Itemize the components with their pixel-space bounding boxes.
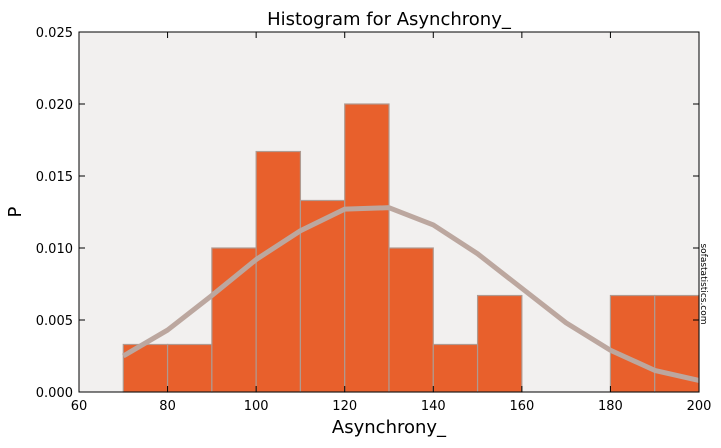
normal-curve <box>122 205 700 383</box>
x-tick-label: 180 <box>598 399 623 414</box>
x-tick-label: 120 <box>332 399 357 414</box>
y-tick-label: 0.025 <box>36 26 73 41</box>
x-tick-label: 200 <box>687 399 712 414</box>
y-tick-label: 0.015 <box>36 170 73 185</box>
plot-frame <box>78 31 700 393</box>
watermark: sofastatistics.com <box>698 243 708 324</box>
histogram-bar-80-90 <box>166 343 213 393</box>
x-tick-label: 100 <box>244 399 269 414</box>
x-tick-label: 60 <box>71 399 88 414</box>
x-tick-label: 80 <box>159 399 176 414</box>
histogram-bar-90-100 <box>211 247 257 393</box>
y-tick-label: 0.010 <box>36 242 73 257</box>
x-axis-tick-labels: 60 80 100 120 140 160 180 200 <box>71 399 712 414</box>
histogram-bar-130-140 <box>388 247 434 393</box>
histogram-bar-140-150 <box>432 343 479 393</box>
y-axis-label: P <box>5 206 26 217</box>
histogram-bars <box>122 103 700 393</box>
x-tick-label: 160 <box>509 399 534 414</box>
histogram-bar-120-130 <box>344 103 390 393</box>
x-tick-label: 140 <box>421 399 446 414</box>
histogram-bar-180-190 <box>609 294 656 393</box>
axis-ticks <box>78 31 700 393</box>
y-tick-label: 0.000 <box>36 386 73 401</box>
histogram-bar-100-110 <box>255 150 302 393</box>
y-tick-label: 0.005 <box>36 314 73 329</box>
x-axis-label: Asynchrony_ <box>332 417 447 438</box>
y-tick-label: 0.020 <box>36 98 73 113</box>
chart-title: Histogram for Asynchrony_ <box>267 9 512 30</box>
histogram-bar-150-160 <box>476 294 523 393</box>
y-axis-tick-labels: 0.000 0.005 0.010 0.015 0.020 0.025 <box>36 26 73 401</box>
